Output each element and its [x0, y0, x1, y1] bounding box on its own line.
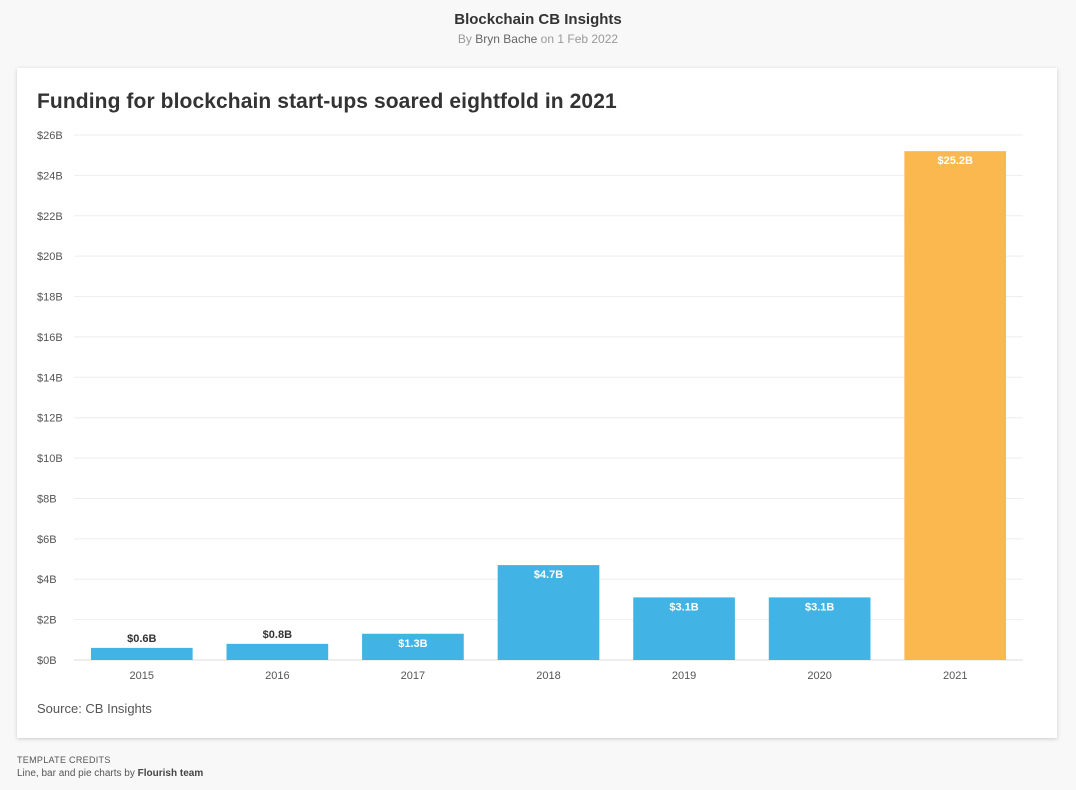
- y-tick-label: $14B: [37, 372, 63, 384]
- y-tick-label: $8B: [37, 493, 57, 505]
- y-tick-label: $20B: [37, 251, 63, 263]
- byline-prefix: By: [457, 32, 472, 46]
- bar-value-label: $3.1B: [805, 601, 834, 613]
- x-tick-label: 2016: [265, 670, 289, 682]
- chart-card: Funding for blockchain start-ups soared …: [17, 68, 1057, 738]
- credits-text: Line, bar and pie charts by: [17, 768, 135, 779]
- y-tick-label: $2B: [37, 615, 57, 627]
- author-name[interactable]: Bryn Bache: [475, 32, 538, 46]
- credits-team-link[interactable]: Flourish team: [137, 768, 204, 779]
- x-tick-label: 2020: [807, 670, 831, 682]
- byline: By Bryn Bache on 1 Feb 2022: [0, 31, 1076, 47]
- y-tick-label: $0B: [37, 655, 57, 667]
- y-tick-label: $22B: [37, 211, 63, 223]
- template-credits: TEMPLATE CREDITS Line, bar and pie chart…: [17, 753, 203, 781]
- bar-chart: $0B $2B $4B $6B $8B $10B $12B $14B $16B $18B $20B $…: [37, 130, 1023, 682]
- x-tick-label: 2021: [943, 670, 967, 682]
- y-tick-label: $26B: [37, 130, 63, 142]
- page-title: Blockchain CB Insights: [454, 11, 622, 28]
- y-tick-label: $10B: [37, 453, 63, 465]
- bar: [90, 647, 193, 660]
- y-tick-label: $24B: [37, 170, 63, 182]
- x-tick-label: 2015: [130, 670, 154, 682]
- source-note: Source: CB Insights: [37, 701, 152, 716]
- y-tick-label: $16B: [37, 332, 63, 344]
- bar: [362, 633, 464, 660]
- y-tick-label: $6B: [37, 534, 57, 546]
- bar: [633, 597, 735, 660]
- x-tick-label: 2017: [401, 670, 425, 682]
- bar-value-label: $0.8B: [263, 629, 292, 641]
- y-tick-label: $4B: [37, 574, 57, 586]
- page-header: Blockchain CB Insights By Bryn Bache on …: [0, 10, 1076, 47]
- bar-value-label: $4.7B: [534, 569, 563, 581]
- bar-value-label: $0.6B: [127, 633, 156, 645]
- bar: [497, 565, 600, 660]
- publish-date: on 1 Feb 2022: [540, 32, 619, 46]
- x-tick-label: 2019: [672, 670, 696, 682]
- bar-value-label: $25.2B: [937, 155, 973, 167]
- y-tick-label: $12B: [37, 413, 63, 425]
- y-tick-label: $18B: [37, 292, 63, 304]
- bar-value-label: $1.3B: [398, 638, 427, 650]
- credits-label: TEMPLATE CREDITS: [17, 755, 111, 765]
- x-tick-label: 2018: [536, 670, 560, 682]
- chart-title: Funding for blockchain start-ups soared …: [37, 90, 617, 113]
- bar: [904, 151, 1007, 660]
- bar-value-label: $3.1B: [669, 601, 698, 613]
- bar: [768, 597, 871, 660]
- bar: [226, 643, 329, 660]
- credits-line: Line, bar and pie charts by Flourish tea…: [17, 767, 203, 781]
